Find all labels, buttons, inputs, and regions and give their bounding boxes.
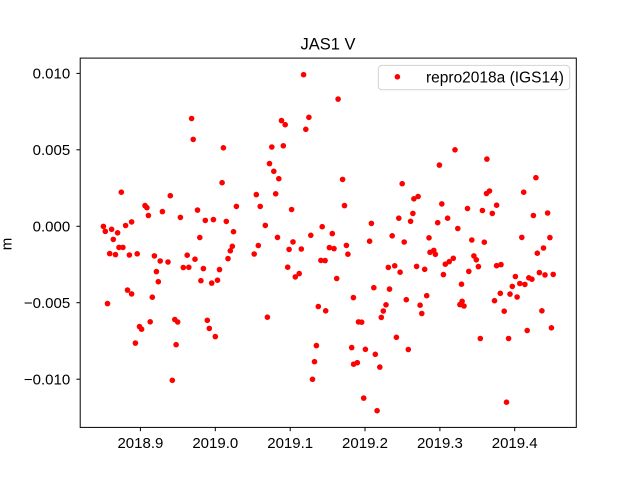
- svg-text:2019.4: 2019.4: [492, 435, 538, 452]
- svg-text:JAS1 V: JAS1 V: [300, 36, 355, 54]
- svg-text:m: m: [0, 238, 16, 251]
- svg-text:0.005: 0.005: [33, 142, 71, 159]
- svg-text:0.010: 0.010: [33, 66, 71, 83]
- svg-text:repro2018a (IGS14): repro2018a (IGS14): [426, 70, 564, 87]
- svg-text:2019.1: 2019.1: [267, 435, 313, 452]
- svg-text:0.000: 0.000: [33, 219, 71, 236]
- svg-text:2019.2: 2019.2: [342, 435, 388, 452]
- svg-text:2019.0: 2019.0: [192, 435, 238, 452]
- svg-text:−0.010: −0.010: [24, 372, 70, 389]
- svg-text:2018.9: 2018.9: [117, 435, 163, 452]
- svg-text:−0.005: −0.005: [24, 295, 70, 312]
- svg-text:2019.3: 2019.3: [417, 435, 463, 452]
